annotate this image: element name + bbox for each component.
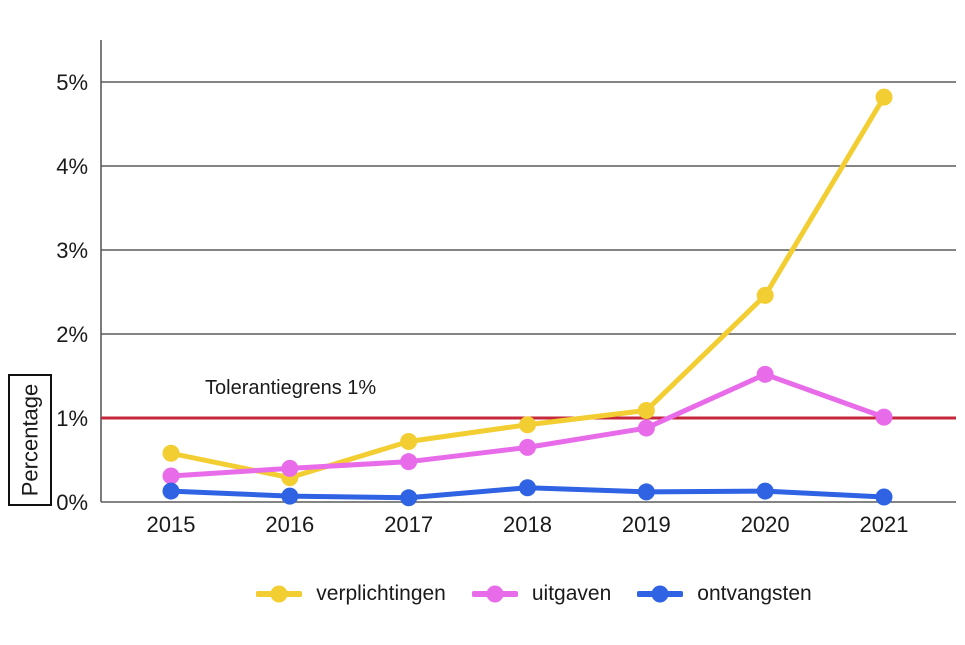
x-tick-label-2016: 2016 [265, 512, 314, 537]
y-tick-label-4%: 4% [56, 154, 88, 179]
data-point-ontvangsten-2019 [637, 483, 655, 501]
data-point-ontvangsten-2021 [875, 488, 893, 506]
data-point-uitgaven-2020 [756, 365, 774, 383]
legend-label-verplichtingen: verplichtingen [316, 582, 446, 605]
legend-item-uitgaven: uitgaven [471, 582, 612, 606]
legend-label-uitgaven: uitgaven [531, 582, 612, 605]
data-point-verplichtingen-2021 [875, 88, 893, 106]
x-tick-label-2019: 2019 [622, 512, 671, 537]
legend-marker-icon [471, 585, 518, 603]
data-point-ontvangsten-2018 [519, 479, 536, 497]
y-tick-label-3%: 3% [56, 238, 88, 263]
data-point-ontvangsten-2017 [400, 489, 418, 507]
y-axis-title-box: Percentage [8, 374, 52, 506]
y-tick-label-2%: 2% [56, 322, 88, 347]
data-point-verplichtingen-2019 [637, 401, 655, 419]
legend-item-verplichtingen: verplichtingen [256, 582, 446, 606]
y-tick-label-1%: 1% [56, 406, 88, 431]
x-tick-label-2021: 2021 [860, 512, 909, 537]
data-point-uitgaven-2018 [519, 438, 536, 456]
data-point-uitgaven-2017 [400, 453, 418, 471]
data-point-uitgaven-2021 [875, 408, 893, 426]
legend-label-ontvangsten: ontvangsten [697, 582, 812, 605]
data-point-verplichtingen-2017 [400, 433, 418, 451]
data-point-uitgaven-2016 [281, 459, 299, 477]
data-point-uitgaven-2019 [637, 419, 655, 437]
chart-legend: verplichtingen uitgaven ontvangsten [103, 582, 965, 606]
data-point-verplichtingen-2018 [519, 416, 536, 434]
data-point-ontvangsten-2020 [756, 482, 774, 500]
data-point-verplichtingen-2020 [756, 286, 774, 304]
tolerance-label: Tolerantiegrens 1% [205, 377, 376, 399]
x-tick-label-2015: 2015 [147, 512, 196, 537]
x-tick-label-2018: 2018 [503, 512, 552, 537]
data-point-ontvangsten-2016 [281, 487, 299, 505]
data-point-ontvangsten-2015 [162, 482, 180, 500]
y-tick-label-0%: 0% [56, 490, 88, 515]
x-tick-label-2020: 2020 [741, 512, 790, 537]
legend-marker-icon [637, 585, 684, 603]
legend-marker-icon [256, 585, 303, 603]
x-tick-label-2017: 2017 [384, 512, 433, 537]
y-tick-label-5%: 5% [56, 70, 88, 95]
legend-item-ontvangsten: ontvangsten [637, 582, 812, 606]
data-point-verplichtingen-2015 [162, 444, 180, 462]
data-point-uitgaven-2015 [162, 467, 180, 485]
